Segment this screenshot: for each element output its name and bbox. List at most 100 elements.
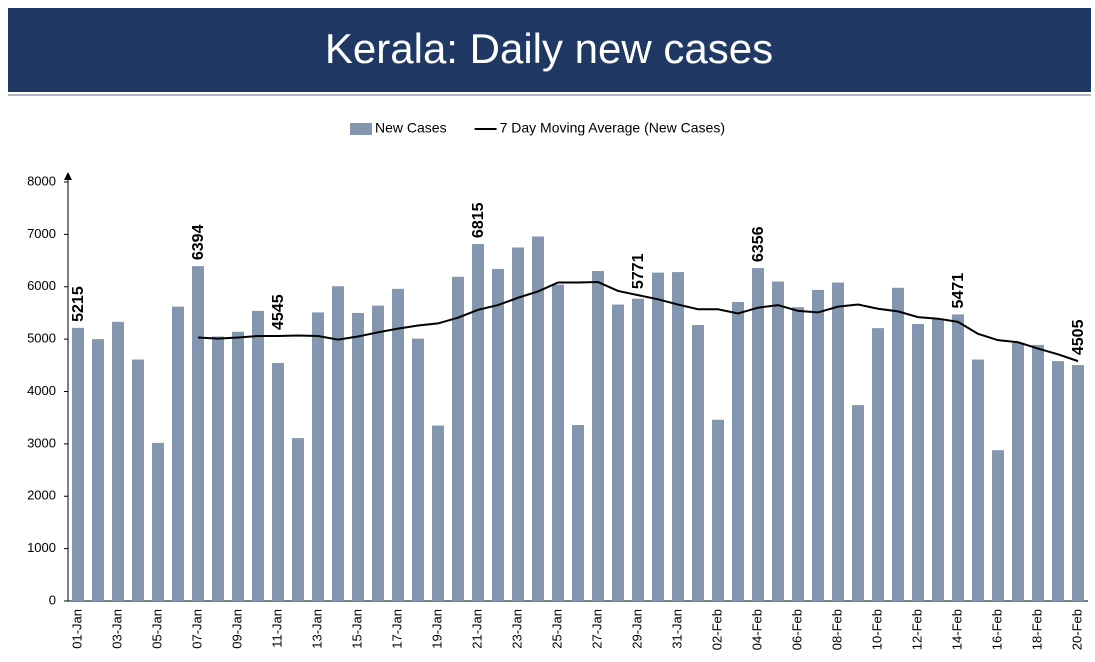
bar [92, 339, 104, 601]
bar [172, 306, 184, 601]
bar [312, 312, 324, 601]
bar [672, 272, 684, 601]
x-tick-label: 10-Feb [869, 609, 884, 650]
bar [492, 268, 504, 601]
bar [752, 268, 764, 601]
bar [432, 425, 444, 601]
bar [952, 314, 964, 601]
x-tick-label: 07-Jan [189, 609, 204, 649]
data-label: 4545 [270, 294, 287, 330]
bar [892, 287, 904, 601]
data-label: 4505 [1070, 319, 1087, 355]
bar [972, 359, 984, 601]
y-tick-label: 4000 [27, 383, 56, 398]
y-axis-arrow [64, 172, 72, 180]
bar [472, 244, 484, 601]
x-tick-label: 14-Feb [949, 609, 964, 650]
legend-swatch [350, 123, 372, 135]
bar [1052, 361, 1064, 601]
x-tick-label: 09-Jan [229, 609, 244, 649]
bar [912, 323, 924, 601]
bar [292, 438, 304, 601]
x-tick-label: 25-Jan [549, 609, 564, 649]
bar [872, 328, 884, 601]
y-tick-label: 5000 [27, 331, 56, 346]
bar [72, 327, 84, 601]
x-tick-label: 08-Feb [829, 609, 844, 650]
x-tick-label: 11-Jan [269, 609, 284, 648]
x-tick-label: 13-Jan [309, 609, 324, 649]
x-tick-label: 12-Feb [909, 609, 924, 650]
bar [732, 301, 744, 601]
legend: New Cases 7 Day Moving Average (New Cases… [350, 120, 725, 136]
x-tick-label: 21-Jan [469, 609, 484, 649]
y-tick-label: 3000 [27, 435, 56, 450]
bar [372, 305, 384, 601]
y-tick-label: 8000 [27, 173, 56, 188]
bar [352, 312, 364, 601]
bar [152, 442, 164, 601]
legend-label: New Cases [375, 120, 447, 136]
data-label: 6394 [190, 224, 207, 260]
bar [932, 319, 944, 601]
x-tick-label: 01-Jan [69, 609, 84, 649]
y-tick-label: 6000 [27, 278, 56, 293]
bar [572, 425, 584, 601]
data-label: 5471 [950, 273, 967, 309]
x-tick-label: 04-Feb [749, 609, 764, 650]
bar [1032, 344, 1044, 601]
bar [612, 304, 624, 601]
bar [532, 236, 544, 601]
x-tick-label: 31-Jan [669, 609, 684, 649]
bar [1072, 365, 1084, 601]
data-label: 5215 [70, 286, 87, 322]
bar [692, 324, 704, 601]
bar [412, 338, 424, 601]
x-tick-label: 05-Jan [149, 609, 164, 649]
bar [1012, 342, 1024, 601]
bar [132, 359, 144, 601]
x-tick-label: 16-Feb [989, 609, 1004, 650]
bar [852, 405, 864, 601]
bar [332, 286, 344, 601]
x-tick-label: 18-Feb [1029, 609, 1044, 650]
bar [792, 307, 804, 601]
y-tick-label: 1000 [27, 540, 56, 555]
y-tick-label: 7000 [27, 226, 56, 241]
legend-label: 7 Day Moving Average (New Cases) [500, 120, 725, 136]
x-tick-label: 02-Feb [709, 609, 724, 650]
x-tick-label: 27-Jan [589, 609, 604, 649]
moving-average-line [197, 281, 1079, 363]
x-tick-label: 23-Jan [509, 609, 524, 649]
bar [652, 272, 664, 601]
data-label: 5771 [630, 253, 647, 289]
bar [272, 362, 284, 601]
x-tick-label: 29-Jan [629, 609, 644, 649]
x-tick-label: 17-Jan [389, 609, 404, 649]
y-tick-label: 2000 [27, 488, 56, 503]
bar [812, 289, 824, 601]
x-tick-label: 15-Jan [349, 609, 364, 649]
bar [112, 321, 124, 601]
bar [452, 276, 464, 601]
data-label: 6356 [750, 226, 767, 262]
bar [192, 266, 204, 601]
x-tick-label: 06-Feb [789, 609, 804, 650]
bar [392, 288, 404, 601]
bar [232, 331, 244, 601]
bar [712, 419, 724, 601]
y-tick-label: 0 [49, 592, 56, 607]
x-tick-label: 20-Feb [1069, 609, 1084, 650]
bar [552, 284, 564, 601]
bar [832, 282, 844, 601]
x-tick-label: 19-Jan [429, 609, 444, 649]
bar [632, 298, 644, 601]
data-label: 6815 [470, 202, 487, 238]
x-tick-label: 03-Jan [109, 609, 124, 649]
bar [992, 450, 1004, 601]
bar [212, 336, 224, 601]
chart-title: Kerala: Daily new cases [325, 25, 773, 72]
bar [772, 281, 784, 601]
bar [252, 310, 264, 601]
